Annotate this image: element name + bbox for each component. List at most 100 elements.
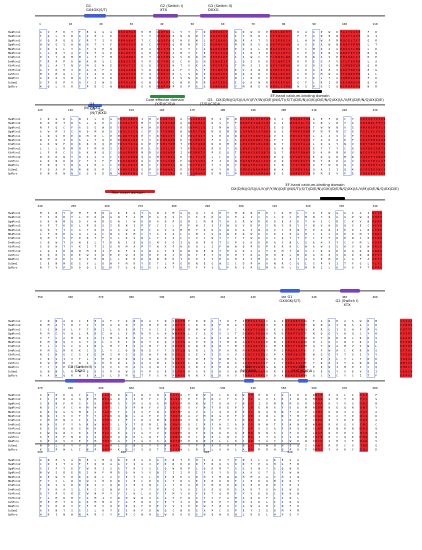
species-name: GgaMiro1 — [8, 219, 21, 223]
residue: I — [227, 332, 229, 336]
residue: F — [157, 435, 159, 439]
alignment-blocks-layer: 1 10 20 30 40 50 60 70 80 90 100 110HsaMiro1HsaMiro… — [8, 22, 413, 517]
residue: G — [321, 85, 323, 89]
conserved-residue: I — [346, 30, 348, 34]
conserved-residue: V — [378, 253, 380, 257]
conserved-residue: Q — [296, 117, 298, 121]
residue: H — [149, 253, 151, 257]
residue: G — [274, 257, 276, 261]
conserved-residue: Q — [246, 142, 248, 146]
residue: L — [141, 435, 143, 439]
residue: R — [235, 348, 237, 352]
residue: L — [266, 344, 268, 348]
conserved-residue: E — [105, 397, 107, 401]
residue: Y — [368, 332, 370, 336]
residue: T — [204, 496, 206, 500]
residue: A — [180, 211, 182, 215]
conserved-residue: L — [168, 146, 170, 150]
residue: L — [79, 487, 81, 491]
conserved-residue: D — [363, 163, 365, 167]
residue: P — [188, 85, 190, 89]
residue: I — [212, 224, 214, 228]
residue: F — [227, 397, 229, 401]
conserved-residue: L — [375, 261, 377, 265]
residue: T — [336, 240, 338, 244]
residue: A — [227, 219, 229, 223]
residue: I — [157, 466, 159, 470]
residue: D — [375, 47, 377, 51]
residue: I — [110, 475, 112, 479]
conserved-residue: K — [246, 167, 248, 171]
residue: A — [102, 319, 104, 323]
residue: P — [141, 134, 143, 138]
residue: C — [352, 431, 354, 435]
residue: H — [157, 121, 159, 125]
residue: S — [157, 130, 159, 134]
residue: P — [79, 236, 81, 240]
residue: K — [227, 393, 229, 397]
residue: F — [40, 479, 42, 483]
residue: H — [79, 406, 81, 410]
residue: Q — [188, 240, 190, 244]
residue: P — [56, 59, 58, 63]
residue: D — [204, 215, 206, 219]
residue: R — [56, 211, 58, 215]
residue: S — [126, 240, 128, 244]
residue: K — [141, 142, 143, 146]
residue: R — [274, 224, 276, 228]
conserved-residue: E — [226, 34, 228, 38]
conserved-residue: D — [218, 30, 220, 34]
tick-label: 340 — [372, 204, 377, 208]
residue: T — [188, 418, 190, 422]
conserved-residue: Y — [301, 319, 303, 323]
residue: W — [313, 55, 315, 59]
residue: F — [141, 504, 143, 508]
residue: N — [321, 34, 323, 38]
residue: V — [40, 418, 42, 422]
residue: H — [180, 130, 182, 134]
conserved-residue: H — [251, 332, 253, 336]
residue: G — [79, 172, 81, 176]
residue: N — [321, 323, 323, 327]
conserved-residue: T — [408, 327, 410, 331]
residue: E — [352, 418, 354, 422]
conserved-residue: C — [289, 68, 291, 72]
residue: A — [243, 361, 245, 365]
residue: A — [204, 410, 206, 414]
conserved-residue: I — [283, 85, 285, 89]
conserved-residue: N — [170, 397, 172, 401]
residue: F — [180, 496, 182, 500]
residue: H — [165, 336, 167, 340]
residue: R — [40, 332, 42, 336]
conserved-residue: R — [131, 117, 133, 121]
conserved-residue: W — [304, 369, 306, 373]
residue: R — [48, 59, 50, 63]
residue: Q — [305, 327, 307, 331]
residue: I — [282, 257, 284, 261]
conserved-residue: H — [318, 422, 320, 426]
residue: W — [63, 513, 65, 517]
conserved-residue: E — [221, 59, 223, 63]
residue: Y — [134, 475, 136, 479]
residue: G — [188, 410, 190, 414]
conserved-residue: Q — [384, 125, 386, 129]
residue: D — [212, 121, 214, 125]
conserved-residue: Q — [346, 72, 348, 76]
residue: Y — [266, 348, 268, 352]
conserved-residue: R — [158, 80, 160, 84]
residue: R — [258, 418, 260, 422]
conserved-residue: I — [170, 410, 172, 414]
conserved-residue: E — [161, 55, 163, 59]
residue: F — [235, 414, 237, 418]
residue: L — [212, 410, 214, 414]
conserved-residue: D — [373, 163, 375, 167]
conserved-residue: Y — [298, 357, 300, 361]
residue: V — [173, 55, 175, 59]
residue: P — [290, 448, 292, 452]
residue: G — [305, 319, 307, 323]
residue: F — [79, 357, 81, 361]
residue: I — [40, 397, 42, 401]
conserved-residue: F — [196, 134, 198, 138]
residue: Y — [219, 249, 221, 253]
conserved-residue: T — [266, 125, 268, 129]
